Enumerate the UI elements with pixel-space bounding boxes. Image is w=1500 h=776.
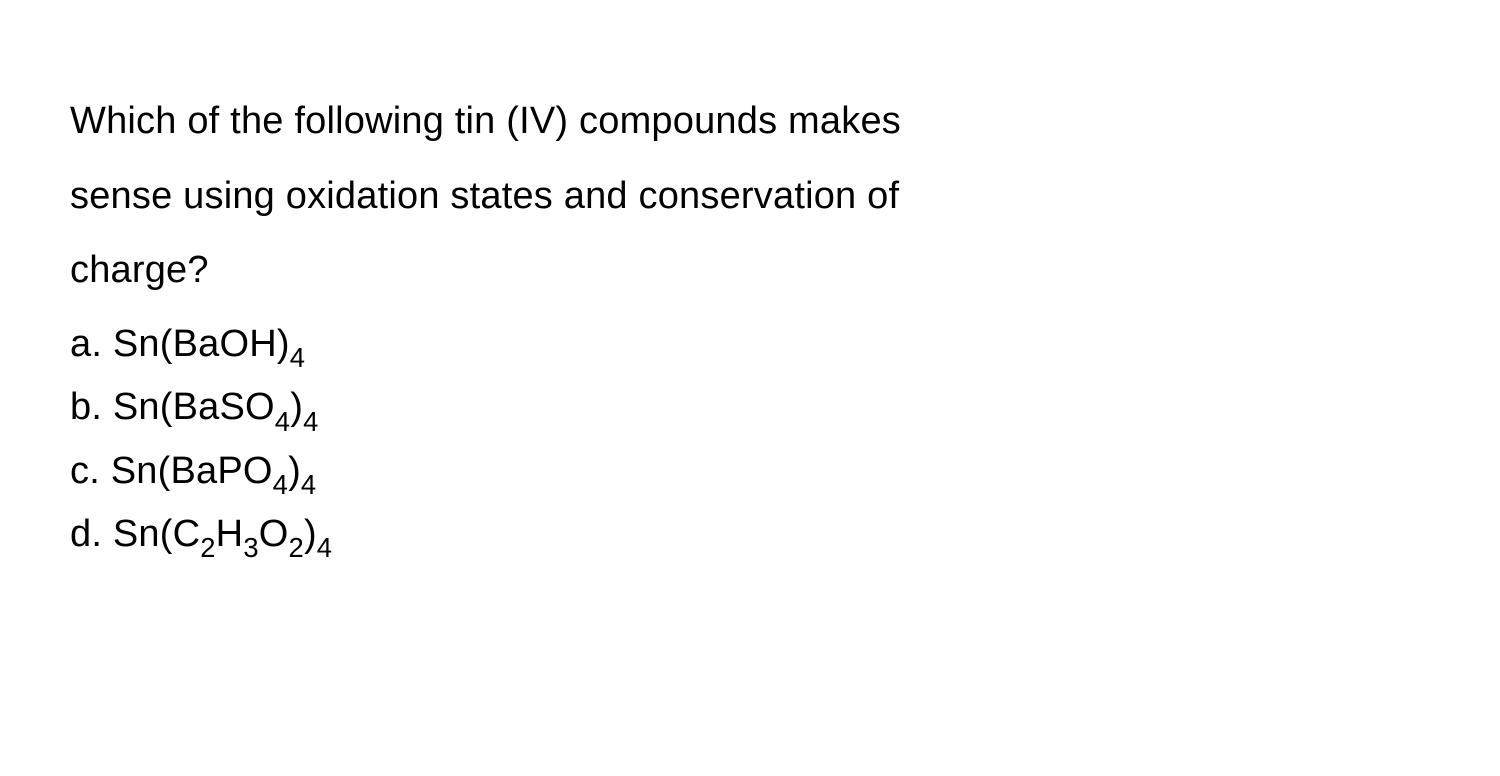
question-line: charge?: [70, 239, 1430, 302]
formula-text: Sn(BaSO: [113, 386, 275, 428]
question-line: Which of the following tin (IV) compound…: [70, 90, 1430, 153]
subscript: 4: [275, 406, 290, 437]
formula-text: H: [216, 513, 244, 555]
option-b: b. Sn(BaSO4)4: [70, 377, 1430, 440]
option-label: b.: [70, 386, 113, 428]
subscript: 3: [243, 532, 258, 563]
formula-text: Sn(BaOH): [113, 323, 290, 365]
formula-text: ): [304, 513, 317, 555]
option-label: c.: [70, 450, 111, 492]
option-a: a. Sn(BaOH)4: [70, 314, 1430, 377]
formula-text: O: [259, 513, 289, 555]
formula-text: ): [288, 450, 301, 492]
question-line: sense using oxidation states and conserv…: [70, 165, 1430, 228]
subscript: 4: [303, 406, 318, 437]
subscript: 4: [273, 469, 288, 500]
option-c: c. Sn(BaPO4)4: [70, 441, 1430, 504]
subscript: 2: [289, 532, 304, 563]
subscript: 4: [290, 342, 305, 373]
option-d: d. Sn(C2H3O2)4: [70, 504, 1430, 567]
formula-text: ): [290, 386, 303, 428]
subscript: 4: [317, 532, 332, 563]
formula-text: Sn(C: [113, 513, 200, 555]
subscript: 4: [301, 469, 316, 500]
subscript: 2: [200, 532, 215, 563]
option-label: a.: [70, 323, 113, 365]
formula-text: Sn(BaPO: [111, 450, 273, 492]
option-label: d.: [70, 513, 113, 555]
